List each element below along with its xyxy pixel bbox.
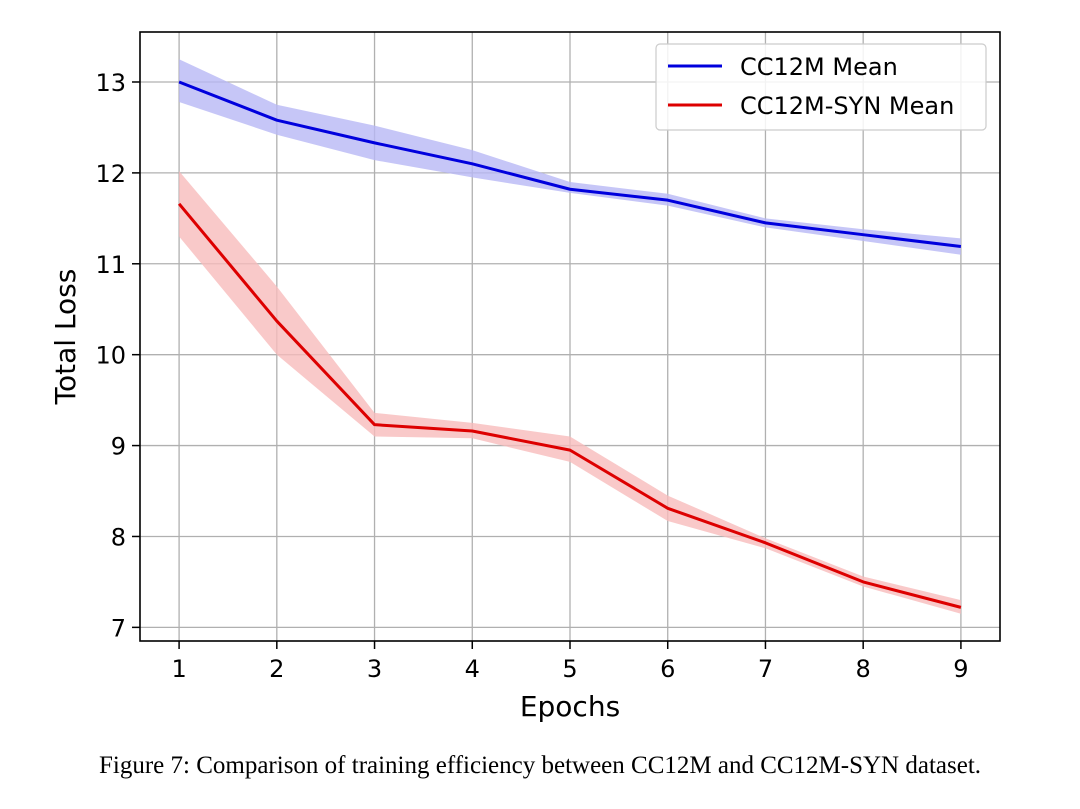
y-tick-label: 13 bbox=[95, 69, 126, 97]
confidence-bands bbox=[179, 59, 961, 614]
legend-box bbox=[655, 43, 987, 131]
y-tick-label: 8 bbox=[111, 523, 126, 551]
legend-label-cc12m: CC12M Mean bbox=[740, 53, 898, 81]
x-tick-label: 5 bbox=[562, 655, 577, 683]
y-axis-label: Total Loss bbox=[49, 269, 82, 406]
legend-label-cc12m-syn: CC12M-SYN Mean bbox=[740, 92, 954, 120]
confidence-band-0 bbox=[179, 59, 961, 255]
x-axis-label: Epochs bbox=[520, 690, 620, 723]
x-tick-label: 7 bbox=[758, 655, 773, 683]
figure-caption: Figure 7: Comparison of training efficie… bbox=[98, 752, 982, 779]
confidence-band-1 bbox=[179, 171, 961, 614]
y-tick-label: 12 bbox=[95, 160, 126, 188]
y-tick-label: 10 bbox=[95, 342, 126, 370]
y-tick-label: 9 bbox=[111, 433, 126, 461]
legend: CC12M Mean CC12M-SYN Mean bbox=[655, 43, 987, 131]
x-tick-label: 9 bbox=[953, 655, 968, 683]
grid-lines bbox=[140, 32, 1000, 641]
y-tick-label: 11 bbox=[95, 251, 126, 279]
x-tick-label: 1 bbox=[171, 655, 186, 683]
y-axis-ticks: 7 8 9 10 11 12 13 bbox=[95, 69, 140, 642]
x-axis-ticks: 1 2 3 4 5 6 7 8 9 bbox=[171, 641, 969, 683]
x-tick-label: 3 bbox=[367, 655, 382, 683]
x-tick-label: 6 bbox=[660, 655, 675, 683]
x-tick-label: 8 bbox=[856, 655, 871, 683]
y-tick-label: 7 bbox=[111, 614, 126, 642]
x-tick-label: 4 bbox=[465, 655, 480, 683]
series-lines bbox=[177, 80, 962, 609]
x-tick-label: 2 bbox=[269, 655, 284, 683]
